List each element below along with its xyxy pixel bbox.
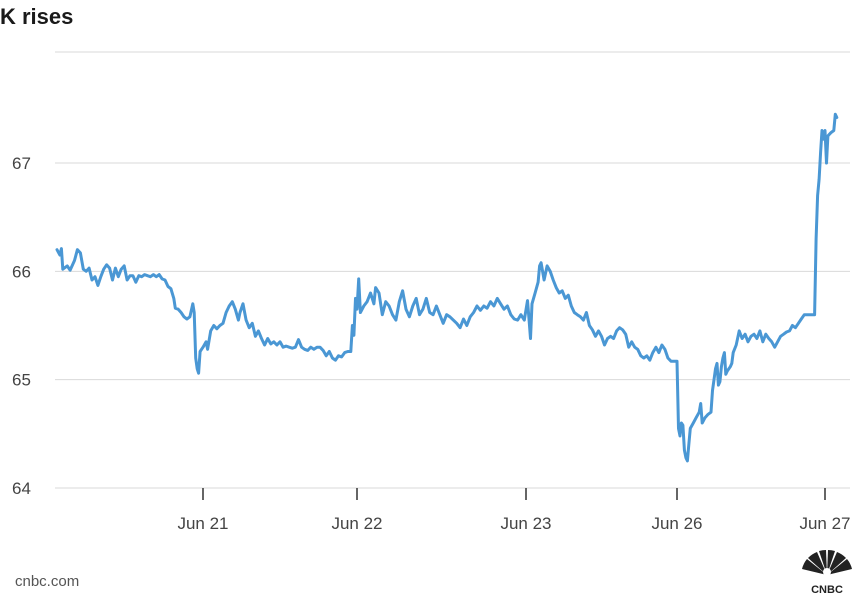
y-tick-label: 67 xyxy=(12,154,31,173)
y-tick-label: 65 xyxy=(12,371,31,390)
x-tick-label: Jun 22 xyxy=(331,514,382,533)
cnbc-peacock-logo-icon: CNBC xyxy=(802,550,852,594)
x-axis-labels: Jun 21 Jun 22 Jun 23 Jun 26 Jun 27 xyxy=(177,514,850,533)
y-tick-label: 66 xyxy=(12,262,31,281)
x-tick-label: Jun 23 xyxy=(500,514,551,533)
series-line xyxy=(55,112,839,463)
y-tick-label: 64 xyxy=(12,479,31,498)
gridlines xyxy=(55,51,850,381)
x-tick-label: Jun 27 xyxy=(799,514,850,533)
x-tick-label: Jun 26 xyxy=(651,514,702,533)
y-axis-labels: 64 65 66 67 xyxy=(12,154,31,498)
series xyxy=(55,112,839,463)
x-axis xyxy=(55,487,850,500)
logo-text: CNBC xyxy=(811,584,843,594)
source-label: cnbc.com xyxy=(15,573,80,590)
x-tick-label: Jun 21 xyxy=(177,514,228,533)
chart-title: K rises xyxy=(0,4,74,29)
